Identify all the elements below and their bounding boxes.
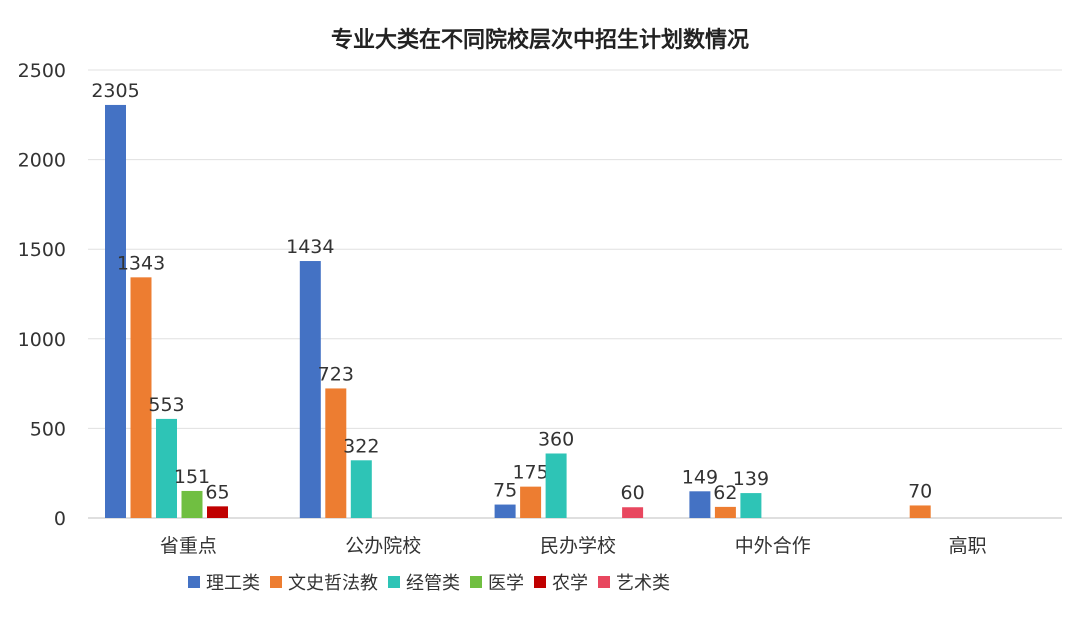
data-label: 723 <box>318 363 354 385</box>
y-tick-label: 2500 <box>18 60 66 82</box>
x-category-label: 中外合作 <box>735 535 811 557</box>
bar <box>325 388 347 518</box>
bar <box>156 418 177 518</box>
y-tick-label: 2000 <box>18 150 66 172</box>
legend-label: 医学 <box>488 573 524 594</box>
legend-label: 艺术类 <box>616 573 670 594</box>
x-category-label: 公办院校 <box>345 535 421 557</box>
bar <box>622 507 644 518</box>
x-category-label: 高职 <box>949 535 987 557</box>
legend-swatch <box>470 576 482 588</box>
bar <box>520 486 542 518</box>
data-label: 60 <box>621 482 645 504</box>
data-label: 70 <box>908 480 932 502</box>
data-label: 360 <box>538 428 574 450</box>
legend-swatch <box>598 576 610 588</box>
legend-item: 经管类 <box>388 569 460 595</box>
chart-title: 专业大类在不同院校层次中招生计划数情况 <box>330 28 749 53</box>
bar <box>181 490 203 518</box>
data-label: 175 <box>512 462 548 484</box>
y-tick-label: 0 <box>54 508 66 530</box>
legend-swatch <box>534 576 546 588</box>
y-tick-label: 1000 <box>18 329 66 351</box>
legend-item: 医学 <box>470 569 524 595</box>
data-label: 1343 <box>117 252 165 274</box>
bar <box>130 277 152 518</box>
legend-item: 理工类 <box>188 569 260 595</box>
legend-swatch <box>388 576 400 588</box>
legend-item: 艺术类 <box>598 569 670 595</box>
data-label: 139 <box>733 468 769 490</box>
bar <box>105 104 126 518</box>
data-label: 322 <box>343 435 379 457</box>
bar <box>689 491 711 518</box>
bar <box>545 453 567 518</box>
legend-label: 经管类 <box>406 573 460 594</box>
data-label: 1434 <box>286 236 334 258</box>
legend-item: 农学 <box>534 569 588 595</box>
bar <box>299 261 321 518</box>
data-label: 151 <box>174 466 210 488</box>
bar <box>740 493 762 518</box>
data-label: 65 <box>205 481 229 503</box>
x-category-label: 民办学校 <box>540 535 616 557</box>
bar <box>714 506 736 518</box>
data-label: 553 <box>148 394 184 416</box>
legend-swatch <box>188 576 200 588</box>
data-label: 75 <box>493 480 517 502</box>
legend-label: 农学 <box>552 573 588 594</box>
y-tick-label: 500 <box>30 418 66 440</box>
legend-item: 文史哲法教 <box>270 569 378 595</box>
x-category-label: 省重点 <box>160 535 217 557</box>
bar <box>909 505 931 518</box>
bar <box>207 506 228 518</box>
data-label: 62 <box>713 482 737 504</box>
data-label: 2305 <box>91 80 139 102</box>
data-label: 149 <box>682 466 718 488</box>
legend-swatch <box>270 576 282 588</box>
legend-label: 理工类 <box>206 573 260 594</box>
legend-label: 文史哲法教 <box>288 573 378 594</box>
bar <box>494 504 516 518</box>
bar <box>350 460 372 518</box>
chart-legend: 理工类 文史哲法教 经管类 医学 农学 艺术类 <box>188 569 680 595</box>
y-tick-label: 1500 <box>18 239 66 261</box>
